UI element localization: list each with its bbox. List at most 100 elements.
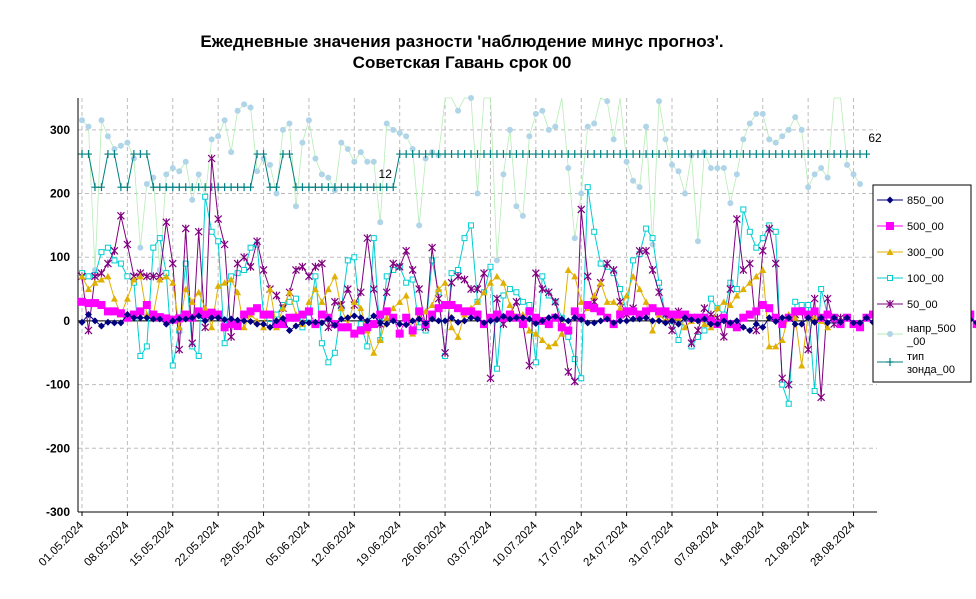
- data-point: [681, 323, 689, 331]
- data-point: [778, 314, 786, 322]
- data-point: [84, 150, 92, 159]
- data-point: [149, 315, 157, 323]
- data-point: [726, 319, 734, 327]
- legend-marker: [886, 358, 894, 366]
- data-point: [317, 310, 326, 319]
- data-point: [752, 150, 760, 159]
- data-point: [720, 298, 728, 305]
- data-point: [519, 212, 526, 219]
- data-point: [564, 367, 573, 376]
- data-point: [201, 304, 209, 312]
- y-tick-label: -300: [46, 505, 70, 519]
- data-point: [208, 228, 215, 235]
- data-point: [531, 269, 540, 278]
- data-point: [382, 307, 391, 316]
- data-point: [623, 158, 630, 165]
- data-point: [240, 183, 248, 192]
- data-point: [746, 279, 754, 286]
- data-point: [526, 302, 533, 308]
- data-point: [616, 150, 624, 159]
- data-point: [156, 235, 163, 242]
- data-point: [402, 150, 410, 159]
- data-point: [805, 184, 812, 191]
- data-point: [285, 150, 293, 159]
- data-point: [727, 200, 734, 207]
- data-point: [201, 323, 210, 332]
- data-point: [350, 312, 358, 320]
- data-point: [103, 307, 112, 316]
- data-point: [538, 336, 546, 344]
- data-point: [253, 304, 262, 313]
- data-point: [214, 215, 223, 224]
- data-point: [137, 244, 144, 251]
- data-point: [674, 320, 682, 328]
- data-point: [662, 319, 670, 327]
- data-point: [856, 319, 864, 327]
- data-point: [772, 139, 779, 146]
- series-100_00: [79, 184, 838, 407]
- data-point: [331, 272, 339, 280]
- data-point: [713, 320, 721, 328]
- data-point: [499, 150, 507, 159]
- data-point: [733, 286, 740, 293]
- data-point: [635, 310, 644, 319]
- data-point: [584, 123, 591, 130]
- data-point: [694, 333, 701, 340]
- data-point: [636, 184, 643, 191]
- legend-marker: [886, 222, 894, 230]
- data-point: [635, 246, 644, 255]
- legend-item: 50_00: [877, 299, 938, 311]
- data-point: [240, 317, 248, 325]
- data-point: [857, 180, 864, 187]
- data-point: [214, 314, 222, 322]
- data-point: [512, 150, 520, 159]
- data-point: [441, 150, 449, 159]
- data-point: [208, 314, 216, 322]
- data-point: [188, 183, 196, 192]
- data-point: [798, 150, 806, 159]
- data-point: [428, 310, 437, 319]
- data-point: [428, 150, 436, 159]
- data-point: [818, 165, 825, 172]
- data-point: [564, 326, 573, 335]
- data-point: [681, 150, 689, 159]
- data-point: [408, 326, 417, 335]
- data-point: [590, 304, 599, 313]
- legend-marker: [887, 331, 893, 337]
- data-point: [804, 150, 812, 159]
- data-point: [396, 298, 404, 305]
- data-point: [811, 314, 819, 321]
- data-point: [377, 219, 384, 226]
- data-point: [207, 308, 216, 317]
- data-point: [649, 235, 656, 242]
- legend-marker: [886, 248, 894, 255]
- data-point: [506, 126, 513, 133]
- data-point: [234, 316, 242, 324]
- data-point: [739, 323, 747, 331]
- data-point: [733, 150, 741, 159]
- data-point: [837, 318, 845, 326]
- data-point: [720, 150, 728, 159]
- data-point: [189, 196, 196, 203]
- data-point: [804, 314, 812, 322]
- data-point: [272, 291, 281, 300]
- data-point: [571, 356, 578, 363]
- data-point: [739, 285, 747, 293]
- data-point: [765, 224, 774, 233]
- data-point: [292, 265, 300, 274]
- data-point: [117, 183, 125, 192]
- data-point: [616, 317, 624, 325]
- data-point: [91, 183, 99, 192]
- data-point: [364, 158, 371, 165]
- data-point: [746, 120, 753, 127]
- data-point: [162, 183, 170, 192]
- data-point: [162, 218, 171, 227]
- data-point: [240, 310, 249, 319]
- data-point: [376, 319, 384, 327]
- plot-background: [78, 98, 877, 512]
- data-point: [480, 269, 488, 278]
- data-point: [220, 323, 229, 332]
- data-point: [779, 381, 786, 388]
- data-point: [674, 150, 682, 159]
- data-point: [765, 150, 773, 159]
